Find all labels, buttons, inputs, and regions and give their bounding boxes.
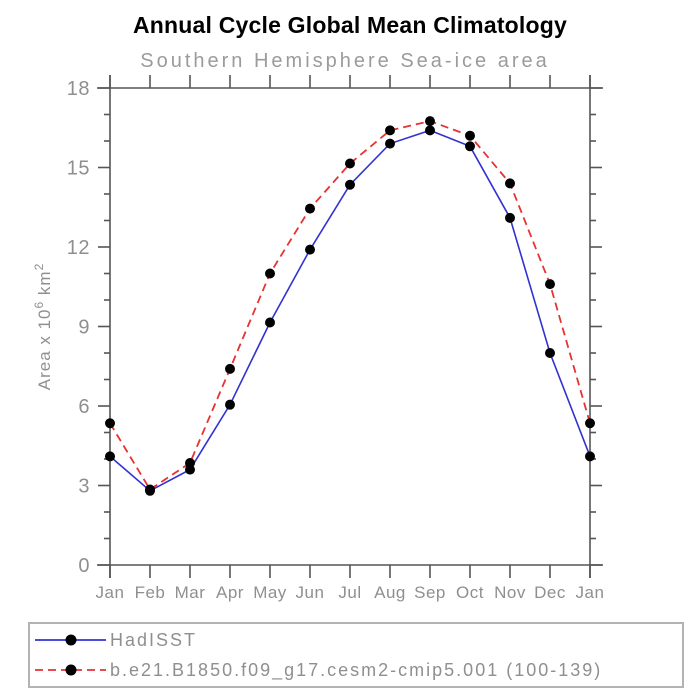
legend-line-sample-hadisst [35, 634, 106, 646]
svg-text:Jan: Jan [576, 583, 605, 602]
plot-area: 0 3 6 9 12 15 18 Jan Feb Mar Apr May Jun Jul Aug Sep Oct… [32, 75, 605, 602]
chart-title: Annual Cycle Global Mean Climatology [132, 12, 568, 38]
y-axis-title: Area x 106 km2 [32, 263, 54, 391]
svg-text:May: May [253, 583, 287, 602]
svg-text:18: 18 [67, 78, 90, 100]
svg-text:Nov: Nov [494, 583, 526, 602]
axes [97, 75, 603, 578]
svg-text:Aug: Aug [374, 583, 406, 602]
svg-text:Dec: Dec [534, 583, 566, 602]
legend-label-hadisst: HadISST [110, 629, 198, 650]
svg-text:Jan: Jan [96, 583, 125, 602]
svg-text:6: 6 [78, 396, 90, 418]
legend: HadISST b.e21.B1850.f09_g17.cesm2-cmip5.… [28, 622, 684, 688]
svg-text:Feb: Feb [135, 583, 166, 602]
svg-text:Oct: Oct [456, 583, 484, 602]
svg-text:0: 0 [78, 555, 90, 577]
y-tick-labels: 0 3 6 9 12 15 18 [67, 78, 90, 577]
svg-text:Jul: Jul [338, 583, 361, 602]
svg-text:Mar: Mar [175, 583, 206, 602]
svg-text:Apr: Apr [216, 583, 244, 602]
series-line-b.e21.b [109, 120, 591, 491]
svg-text:3: 3 [78, 476, 90, 498]
chart-subtitle: Southern Hemisphere Sea-ice area [140, 50, 550, 72]
svg-text:Sep: Sep [414, 583, 446, 602]
svg-text:12: 12 [67, 237, 90, 259]
x-tick-labels: Jan Feb Mar Apr May Jun Jul Aug Sep Oct Nov Dec Jan [96, 583, 605, 602]
legend-item-hadisst: HadISST [34, 626, 682, 654]
svg-text:9: 9 [78, 317, 90, 339]
legend-line-sample-cesm2 [35, 664, 106, 676]
svg-text:Jun: Jun [296, 583, 325, 602]
legend-item-cesm2: b.e21.B1850.f09_g17.cesm2-cmip5.001 (100… [34, 656, 682, 684]
svg-text:15: 15 [67, 158, 90, 180]
legend-label-cesm2: b.e21.B1850.f09_g17.cesm2-cmip5.001 (100… [110, 659, 603, 680]
series-markers [105, 116, 595, 496]
